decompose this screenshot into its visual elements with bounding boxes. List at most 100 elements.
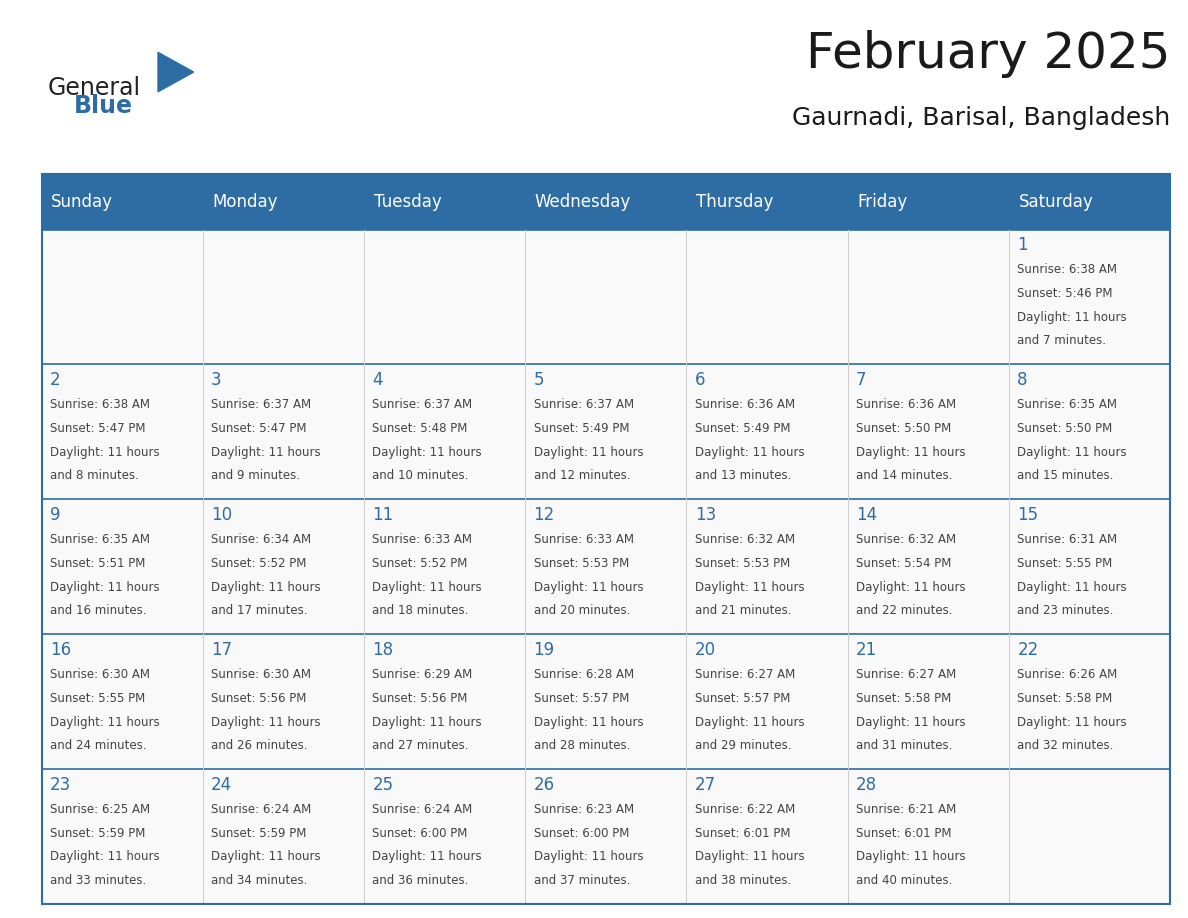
Bar bbox=[42, 499, 203, 634]
Text: Daylight: 11 hours: Daylight: 11 hours bbox=[50, 715, 159, 729]
Text: Daylight: 11 hours: Daylight: 11 hours bbox=[372, 850, 482, 864]
Text: Daylight: 11 hours: Daylight: 11 hours bbox=[857, 850, 966, 864]
Text: Sunset: 5:58 PM: Sunset: 5:58 PM bbox=[857, 692, 952, 705]
Text: Sunset: 5:50 PM: Sunset: 5:50 PM bbox=[857, 422, 952, 435]
Text: 8: 8 bbox=[1017, 371, 1028, 389]
Text: Sunset: 5:59 PM: Sunset: 5:59 PM bbox=[50, 827, 145, 840]
Text: and 29 minutes.: and 29 minutes. bbox=[695, 739, 791, 752]
Bar bbox=[525, 769, 687, 904]
Bar bbox=[42, 174, 1170, 230]
Text: Sunrise: 6:35 AM: Sunrise: 6:35 AM bbox=[1017, 398, 1117, 411]
Text: and 38 minutes.: and 38 minutes. bbox=[695, 874, 791, 887]
Text: and 34 minutes.: and 34 minutes. bbox=[211, 874, 308, 887]
Text: 20: 20 bbox=[695, 641, 716, 659]
Bar bbox=[203, 499, 364, 634]
Text: Sunrise: 6:27 AM: Sunrise: 6:27 AM bbox=[857, 668, 956, 681]
Text: 12: 12 bbox=[533, 506, 555, 524]
Text: Sunset: 5:49 PM: Sunset: 5:49 PM bbox=[695, 422, 790, 435]
Text: Daylight: 11 hours: Daylight: 11 hours bbox=[533, 715, 643, 729]
Bar bbox=[848, 769, 1009, 904]
Text: 11: 11 bbox=[372, 506, 393, 524]
Text: Daylight: 11 hours: Daylight: 11 hours bbox=[533, 580, 643, 594]
Text: Sunset: 5:52 PM: Sunset: 5:52 PM bbox=[372, 557, 468, 570]
Text: and 40 minutes.: and 40 minutes. bbox=[857, 874, 953, 887]
Bar bbox=[42, 174, 1170, 904]
Text: Sunset: 5:48 PM: Sunset: 5:48 PM bbox=[372, 422, 468, 435]
Text: and 8 minutes.: and 8 minutes. bbox=[50, 469, 139, 482]
Text: 6: 6 bbox=[695, 371, 706, 389]
Text: Sunrise: 6:37 AM: Sunrise: 6:37 AM bbox=[211, 398, 311, 411]
Text: Sunset: 5:51 PM: Sunset: 5:51 PM bbox=[50, 557, 145, 570]
Text: Sunrise: 6:38 AM: Sunrise: 6:38 AM bbox=[1017, 263, 1117, 276]
Text: 28: 28 bbox=[857, 776, 877, 794]
Bar bbox=[687, 499, 848, 634]
Text: 21: 21 bbox=[857, 641, 877, 659]
Text: Sunset: 5:59 PM: Sunset: 5:59 PM bbox=[211, 827, 307, 840]
Text: Sunrise: 6:22 AM: Sunrise: 6:22 AM bbox=[695, 803, 795, 816]
Bar bbox=[364, 230, 525, 364]
Text: Sunrise: 6:34 AM: Sunrise: 6:34 AM bbox=[211, 533, 311, 546]
Text: Sunrise: 6:25 AM: Sunrise: 6:25 AM bbox=[50, 803, 150, 816]
Bar bbox=[687, 364, 848, 499]
Text: Sunrise: 6:30 AM: Sunrise: 6:30 AM bbox=[211, 668, 311, 681]
Text: 10: 10 bbox=[211, 506, 232, 524]
Text: Sunset: 5:49 PM: Sunset: 5:49 PM bbox=[533, 422, 630, 435]
Text: Daylight: 11 hours: Daylight: 11 hours bbox=[1017, 715, 1127, 729]
Text: 4: 4 bbox=[372, 371, 383, 389]
Bar bbox=[525, 364, 687, 499]
Bar bbox=[525, 499, 687, 634]
Text: and 16 minutes.: and 16 minutes. bbox=[50, 604, 146, 617]
Text: 13: 13 bbox=[695, 506, 716, 524]
Text: Sunrise: 6:21 AM: Sunrise: 6:21 AM bbox=[857, 803, 956, 816]
Bar bbox=[42, 364, 203, 499]
Text: Sunday: Sunday bbox=[51, 193, 113, 211]
Text: and 28 minutes.: and 28 minutes. bbox=[533, 739, 630, 752]
Bar bbox=[1009, 364, 1170, 499]
Text: Sunset: 6:01 PM: Sunset: 6:01 PM bbox=[857, 827, 952, 840]
Text: and 32 minutes.: and 32 minutes. bbox=[1017, 739, 1113, 752]
Text: 24: 24 bbox=[211, 776, 232, 794]
Text: Wednesday: Wednesday bbox=[535, 193, 631, 211]
Bar bbox=[1009, 499, 1170, 634]
Text: and 26 minutes.: and 26 minutes. bbox=[211, 739, 308, 752]
Text: Daylight: 11 hours: Daylight: 11 hours bbox=[533, 850, 643, 864]
Text: Sunset: 5:46 PM: Sunset: 5:46 PM bbox=[1017, 287, 1113, 300]
Text: Sunrise: 6:33 AM: Sunrise: 6:33 AM bbox=[372, 533, 473, 546]
Text: Sunset: 5:50 PM: Sunset: 5:50 PM bbox=[1017, 422, 1112, 435]
Text: 23: 23 bbox=[50, 776, 71, 794]
Text: Tuesday: Tuesday bbox=[373, 193, 441, 211]
Text: Blue: Blue bbox=[74, 94, 133, 118]
Text: Daylight: 11 hours: Daylight: 11 hours bbox=[372, 715, 482, 729]
Text: and 36 minutes.: and 36 minutes. bbox=[372, 874, 469, 887]
Text: and 22 minutes.: and 22 minutes. bbox=[857, 604, 953, 617]
Text: Daylight: 11 hours: Daylight: 11 hours bbox=[211, 715, 321, 729]
Text: Daylight: 11 hours: Daylight: 11 hours bbox=[211, 445, 321, 459]
Bar bbox=[364, 364, 525, 499]
Text: Daylight: 11 hours: Daylight: 11 hours bbox=[50, 580, 159, 594]
Text: Sunrise: 6:30 AM: Sunrise: 6:30 AM bbox=[50, 668, 150, 681]
Text: Sunset: 5:56 PM: Sunset: 5:56 PM bbox=[372, 692, 468, 705]
Bar bbox=[42, 230, 203, 364]
Text: and 33 minutes.: and 33 minutes. bbox=[50, 874, 146, 887]
Text: 7: 7 bbox=[857, 371, 866, 389]
Text: Daylight: 11 hours: Daylight: 11 hours bbox=[1017, 445, 1127, 459]
Text: Sunset: 5:54 PM: Sunset: 5:54 PM bbox=[857, 557, 952, 570]
Text: Daylight: 11 hours: Daylight: 11 hours bbox=[50, 445, 159, 459]
Text: 15: 15 bbox=[1017, 506, 1038, 524]
Bar bbox=[687, 769, 848, 904]
Text: Sunrise: 6:26 AM: Sunrise: 6:26 AM bbox=[1017, 668, 1118, 681]
Text: Sunrise: 6:28 AM: Sunrise: 6:28 AM bbox=[533, 668, 633, 681]
Text: 26: 26 bbox=[533, 776, 555, 794]
Bar bbox=[203, 364, 364, 499]
Text: Sunrise: 6:32 AM: Sunrise: 6:32 AM bbox=[857, 533, 956, 546]
Text: 14: 14 bbox=[857, 506, 877, 524]
Text: 3: 3 bbox=[211, 371, 222, 389]
Text: and 9 minutes.: and 9 minutes. bbox=[211, 469, 301, 482]
Text: 18: 18 bbox=[372, 641, 393, 659]
Text: Sunset: 6:00 PM: Sunset: 6:00 PM bbox=[533, 827, 628, 840]
Text: Daylight: 11 hours: Daylight: 11 hours bbox=[50, 850, 159, 864]
Bar bbox=[1009, 230, 1170, 364]
Text: Friday: Friday bbox=[858, 193, 908, 211]
Text: and 10 minutes.: and 10 minutes. bbox=[372, 469, 469, 482]
Text: Daylight: 11 hours: Daylight: 11 hours bbox=[857, 580, 966, 594]
